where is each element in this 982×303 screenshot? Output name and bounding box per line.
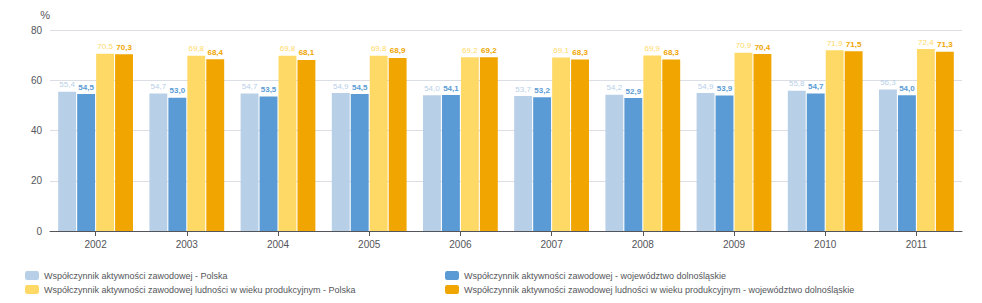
svg-text:53,2: 53,2 <box>534 86 550 95</box>
svg-text:54,1: 54,1 <box>443 84 459 93</box>
svg-text:69,8: 69,8 <box>371 44 387 53</box>
svg-text:53,5: 53,5 <box>261 85 277 94</box>
svg-text:40: 40 <box>31 125 43 136</box>
svg-text:54,0: 54,0 <box>424 84 440 93</box>
svg-text:Współczynnik aktywności zawodo: Współczynnik aktywności zawodowej - Pols… <box>44 271 228 281</box>
svg-text:69,8: 69,8 <box>280 44 296 53</box>
svg-text:70,4: 70,4 <box>755 43 771 52</box>
svg-text:2009: 2009 <box>723 239 746 250</box>
svg-text:55,8: 55,8 <box>789 79 805 88</box>
svg-text:69,9: 69,9 <box>644 44 660 53</box>
svg-text:54,7: 54,7 <box>808 82 824 91</box>
svg-text:54,7: 54,7 <box>242 82 258 91</box>
svg-text:68,1: 68,1 <box>299 48 315 57</box>
svg-text:2004: 2004 <box>267 239 290 250</box>
svg-text:2003: 2003 <box>176 239 199 250</box>
svg-text:Współczynnik aktywności zawodo: Współczynnik aktywności zawodowej - woje… <box>464 271 726 281</box>
svg-text:56,3: 56,3 <box>880 78 896 87</box>
svg-text:54,9: 54,9 <box>333 82 349 91</box>
svg-text:69,8: 69,8 <box>188 44 204 53</box>
svg-text:70,9: 70,9 <box>736 41 752 50</box>
svg-text:53,9: 53,9 <box>717 84 733 93</box>
svg-text:69,1: 69,1 <box>553 46 569 55</box>
svg-text:2006: 2006 <box>449 239 472 250</box>
svg-text:72,4: 72,4 <box>918 38 934 47</box>
svg-text:70,5: 70,5 <box>97 42 113 51</box>
svg-text:69,2: 69,2 <box>481 46 497 55</box>
svg-text:54,5: 54,5 <box>78 83 94 92</box>
svg-text:70,3: 70,3 <box>116 43 132 52</box>
svg-text:2007: 2007 <box>540 239 563 250</box>
svg-text:20: 20 <box>31 175 43 186</box>
svg-text:68,4: 68,4 <box>207 48 223 57</box>
svg-text:71,5: 71,5 <box>846 40 862 49</box>
svg-text:2011: 2011 <box>906 239 928 250</box>
svg-text:71,3: 71,3 <box>937 40 953 49</box>
svg-text:54,9: 54,9 <box>698 82 714 91</box>
svg-text:54,2: 54,2 <box>607 83 623 92</box>
svg-text:54,5: 54,5 <box>352 83 368 92</box>
svg-text:2002: 2002 <box>84 239 107 250</box>
svg-text:53,7: 53,7 <box>515 85 531 94</box>
svg-text:60: 60 <box>31 75 43 86</box>
svg-text:2005: 2005 <box>358 239 381 250</box>
svg-text:Współczynnik aktywności zawodo: Współczynnik aktywności zawodowej ludnoś… <box>464 285 854 295</box>
svg-text:68,3: 68,3 <box>663 48 679 57</box>
svg-text:68,9: 68,9 <box>390 46 406 55</box>
svg-text:80: 80 <box>31 25 43 36</box>
svg-text:Współczynnik aktywności zawodo: Współczynnik aktywności zawodowej ludnoś… <box>44 285 356 295</box>
svg-text:54,7: 54,7 <box>151 82 167 91</box>
svg-text:53,0: 53,0 <box>170 86 186 95</box>
svg-text:0: 0 <box>36 226 42 237</box>
svg-text:69,2: 69,2 <box>462 46 478 55</box>
svg-text:52,9: 52,9 <box>626 87 642 96</box>
svg-text:55,4: 55,4 <box>59 80 75 89</box>
svg-text:2008: 2008 <box>632 239 655 250</box>
svg-text:68,3: 68,3 <box>572 48 588 57</box>
svg-text:%: % <box>40 9 50 21</box>
svg-text:54,0: 54,0 <box>899 84 915 93</box>
svg-text:71,9: 71,9 <box>827 39 843 48</box>
svg-text:2010: 2010 <box>814 239 837 250</box>
